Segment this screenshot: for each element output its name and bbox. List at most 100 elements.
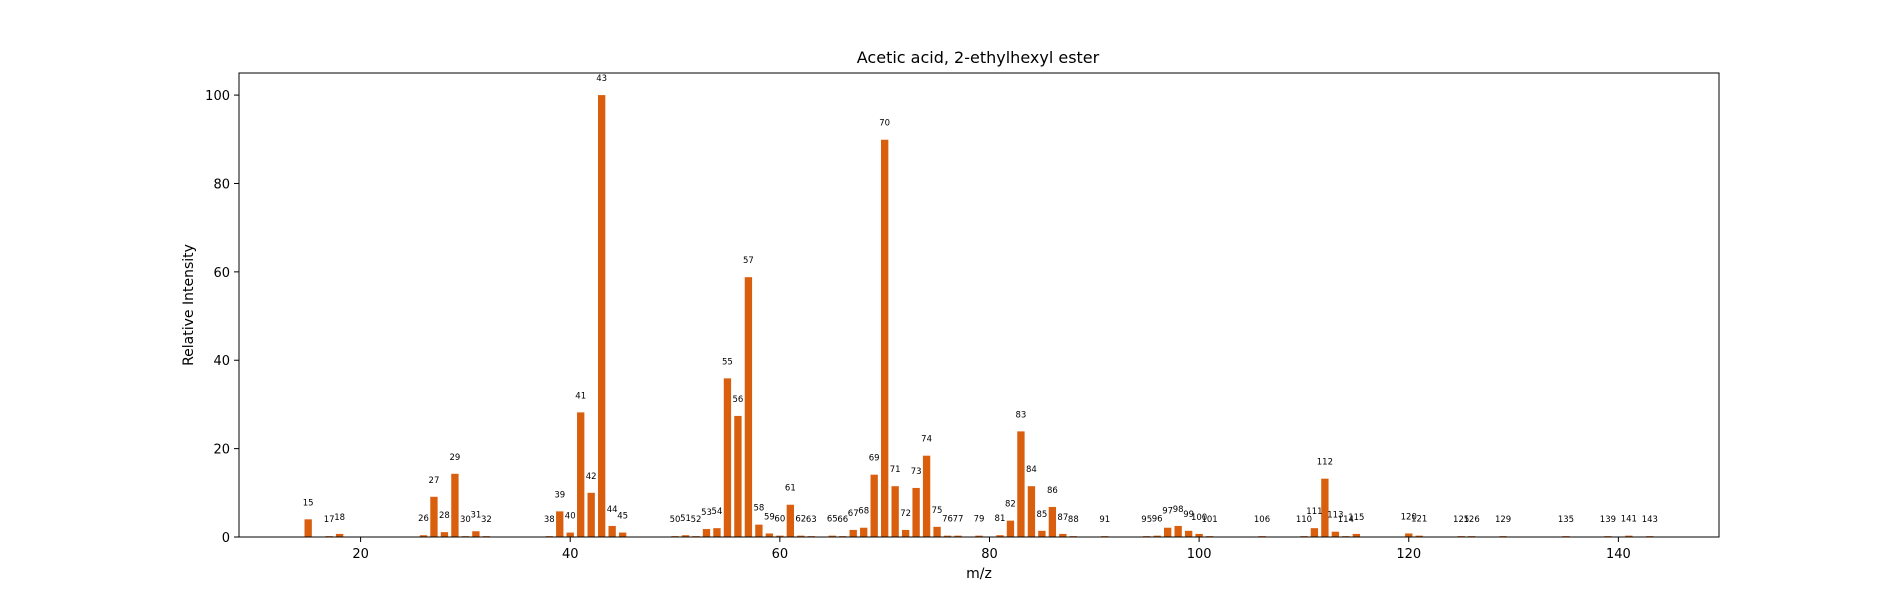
bar-mz-99: [1184, 530, 1193, 537]
bar-label-mz-79: 79: [974, 515, 985, 525]
bar-label-mz-66: 66: [837, 515, 848, 525]
bar-mz-79: [975, 535, 983, 537]
bar-mz-97: [1164, 527, 1172, 537]
bar-label-mz-44: 44: [607, 505, 618, 515]
bar-label-mz-81: 81: [995, 514, 1006, 524]
bar-label-mz-56: 56: [733, 395, 744, 405]
bar-label-mz-111: 111: [1306, 507, 1322, 517]
bar-label-mz-76: 76: [942, 515, 953, 525]
bar-label-mz-38: 38: [544, 515, 555, 525]
bar-label-mz-141: 141: [1621, 515, 1637, 525]
bar-label-mz-70: 70: [879, 119, 890, 129]
bar-label-mz-68: 68: [858, 507, 869, 517]
y-tick-label-0: 0: [222, 531, 230, 546]
bar-mz-67: [849, 529, 857, 537]
bar-mz-18: [335, 533, 344, 537]
x-tick-label-100: 100: [1187, 547, 1212, 562]
bar-label-mz-110: 110: [1296, 515, 1312, 525]
bar-mz-82: [1006, 520, 1015, 537]
bar-label-mz-42: 42: [586, 472, 597, 482]
bar-mz-15: [304, 519, 312, 537]
bar-label-mz-98: 98: [1173, 505, 1184, 515]
bar-mz-73: [912, 487, 920, 537]
bar-label-mz-126: 126: [1464, 515, 1480, 525]
x-tick-label-20: 20: [352, 547, 369, 562]
bar-mz-85: [1038, 530, 1046, 537]
bar-mz-55: [723, 378, 732, 537]
bar-mz-42: [587, 492, 595, 537]
bar-label-mz-72: 72: [900, 509, 911, 519]
bar-mz-58: [755, 524, 763, 537]
bar-label-mz-129: 129: [1495, 515, 1511, 525]
bar-label-mz-63: 63: [806, 515, 817, 525]
bar-label-mz-101: 101: [1201, 515, 1217, 525]
bar-label-mz-82: 82: [1005, 500, 1016, 510]
bar-label-mz-53: 53: [701, 508, 712, 518]
bar-label-mz-69: 69: [869, 454, 880, 464]
bar-mz-76: [943, 535, 952, 537]
bar-label-mz-32: 32: [481, 515, 492, 525]
bar-label-mz-114: 114: [1338, 515, 1354, 525]
bar-mz-96: [1153, 535, 1161, 537]
bar-mz-69: [870, 474, 878, 537]
bar-mz-81: [996, 535, 1004, 537]
bar-label-mz-88: 88: [1068, 515, 1079, 525]
bar-mz-71: [891, 486, 899, 537]
bar-mz-51: [681, 535, 690, 537]
bar-label-mz-87: 87: [1057, 513, 1068, 523]
y-axis-label: Relative Intensity: [181, 244, 197, 366]
bar-label-mz-59: 59: [764, 512, 775, 522]
bar-mz-60: [776, 535, 784, 537]
bar-label-mz-50: 50: [670, 515, 681, 525]
x-axis-label: m/z: [966, 566, 992, 582]
bar-label-mz-40: 40: [565, 512, 576, 522]
x-tick-label-140: 140: [1606, 547, 1631, 562]
bar-mz-56: [734, 415, 742, 537]
bar-label-mz-83: 83: [1016, 410, 1027, 420]
bar-mz-112: [1321, 478, 1329, 537]
bar-label-mz-85: 85: [1036, 510, 1047, 520]
bar-mz-100: [1195, 533, 1203, 537]
bar-mz-62: [797, 535, 805, 537]
bar-label-mz-15: 15: [303, 498, 314, 508]
bar-label-mz-57: 57: [743, 256, 754, 266]
bar-label-mz-96: 96: [1152, 515, 1163, 525]
bar-label-mz-62: 62: [795, 515, 806, 525]
bar-label-mz-115: 115: [1348, 513, 1364, 523]
bar-label-mz-112: 112: [1317, 458, 1333, 468]
bar-mz-39: [556, 511, 564, 537]
bar-label-mz-97: 97: [1162, 507, 1173, 517]
bar-mz-44: [608, 525, 616, 537]
bar-mz-53: [702, 529, 711, 537]
x-tick-label-80: 80: [981, 547, 998, 562]
plot-frame: [238, 72, 1720, 538]
bar-label-mz-125: 125: [1453, 515, 1469, 525]
bar-label-mz-52: 52: [691, 515, 702, 525]
bar-label-mz-30: 30: [460, 515, 471, 525]
bar-label-mz-75: 75: [932, 506, 943, 516]
bar-mz-68: [860, 527, 868, 537]
bar-mz-28: [440, 532, 449, 537]
bar-label-mz-84: 84: [1026, 465, 1037, 475]
bar-mz-65: [828, 535, 836, 537]
x-tick-label-120: 120: [1396, 547, 1421, 562]
bar-label-mz-39: 39: [554, 490, 565, 500]
bar-label-mz-65: 65: [827, 515, 838, 525]
bar-label-mz-67: 67: [848, 509, 859, 519]
bar-mz-120: [1405, 533, 1413, 537]
bar-label-mz-74: 74: [921, 435, 932, 445]
bar-mz-27: [430, 496, 438, 537]
bar-label-mz-121: 121: [1411, 515, 1427, 525]
bar-mz-45: [618, 532, 627, 537]
bar-mz-40: [566, 532, 574, 537]
bar-mz-84: [1027, 486, 1036, 537]
axes: 20 40 60 80 100 120 140 0 20 40 60 80 100: [205, 89, 1631, 562]
bar-mz-75: [933, 526, 941, 537]
x-tick-label-60: 60: [772, 547, 789, 562]
bar-label-mz-60: 60: [774, 515, 785, 525]
x-tick-label-40: 40: [562, 547, 579, 562]
bar-label-mz-27: 27: [429, 476, 440, 486]
bar-mz-111: [1310, 528, 1319, 537]
